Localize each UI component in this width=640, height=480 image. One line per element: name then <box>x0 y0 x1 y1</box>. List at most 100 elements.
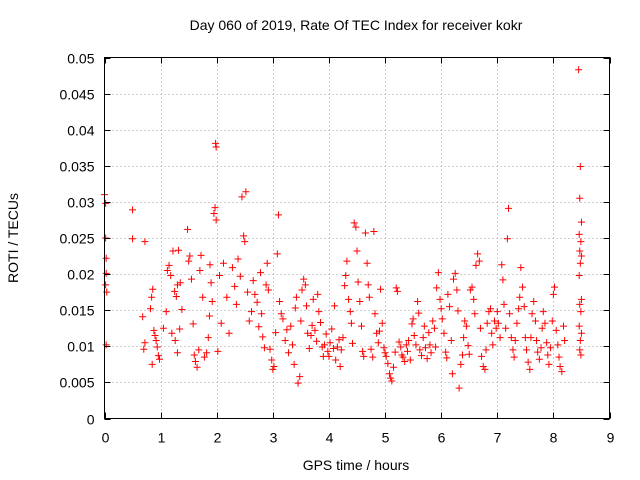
data-point <box>453 286 461 294</box>
data-point <box>129 235 137 243</box>
data-point <box>576 194 584 202</box>
data-point <box>139 313 147 321</box>
data-point <box>162 308 170 316</box>
data-point <box>352 223 360 231</box>
data-point <box>347 319 355 327</box>
data-point <box>335 336 343 344</box>
data-point <box>129 206 137 214</box>
data-point <box>354 278 362 286</box>
data-point <box>270 363 278 371</box>
data-point <box>256 269 264 277</box>
data-point <box>169 247 177 255</box>
y-tick-label: 0.045 <box>59 87 94 103</box>
data-point <box>510 353 518 361</box>
data-point <box>513 319 521 327</box>
data-point <box>499 276 507 284</box>
data-point <box>303 302 310 310</box>
data-point <box>401 357 409 365</box>
data-point <box>102 341 110 349</box>
data-point <box>378 319 386 327</box>
data-point <box>150 326 158 334</box>
data-point <box>361 229 369 237</box>
data-point <box>171 337 179 345</box>
data-point <box>292 293 300 301</box>
data-point <box>297 317 305 325</box>
data-point <box>399 353 407 361</box>
data-point <box>414 298 422 306</box>
data-point <box>216 272 224 280</box>
data-point <box>190 351 198 359</box>
x-tick-label: 0 <box>102 430 110 446</box>
data-point <box>274 211 282 219</box>
data-point <box>380 344 388 352</box>
data-point <box>269 365 277 373</box>
data-point <box>538 324 546 332</box>
data-point <box>276 298 284 306</box>
data-point <box>397 343 405 351</box>
data-point <box>402 341 410 349</box>
data-point <box>577 238 585 246</box>
data-point <box>301 281 309 289</box>
data-point <box>141 238 149 246</box>
data-point <box>527 334 535 342</box>
data-point <box>285 349 293 357</box>
data-point <box>436 295 444 303</box>
data-point <box>200 353 208 361</box>
data-point <box>204 334 212 342</box>
data-point <box>558 368 566 376</box>
data-point <box>434 269 442 277</box>
data-point <box>152 337 160 345</box>
data-point <box>367 345 375 353</box>
data-point <box>485 308 493 316</box>
data-point <box>294 379 302 387</box>
data-point <box>251 290 259 298</box>
data-point <box>176 325 184 333</box>
data-point <box>288 341 296 349</box>
data-point <box>450 275 458 283</box>
data-point <box>444 290 452 298</box>
data-point <box>391 348 399 356</box>
data-point <box>561 337 569 345</box>
data-point <box>208 298 216 306</box>
data-point <box>196 266 204 274</box>
data-point <box>549 290 557 298</box>
data-point <box>382 352 390 360</box>
data-point <box>186 252 194 260</box>
data-point <box>483 319 491 327</box>
data-point <box>433 284 441 292</box>
data-point <box>520 303 528 311</box>
data-point <box>151 331 159 339</box>
data-point <box>577 329 585 337</box>
data-point <box>375 327 383 335</box>
data-point <box>526 365 534 373</box>
data-point <box>102 199 110 207</box>
data-point <box>556 363 564 371</box>
data-point <box>474 250 482 258</box>
x-tick-label: 2 <box>214 430 222 446</box>
data-point <box>353 247 361 255</box>
data-point <box>575 66 583 74</box>
data-point <box>408 320 416 328</box>
data-point <box>448 370 456 378</box>
data-point <box>430 324 438 332</box>
data-point <box>307 331 315 339</box>
data-point <box>369 353 377 361</box>
data-point <box>217 319 225 327</box>
data-point <box>416 346 424 354</box>
data-point <box>371 310 379 318</box>
y-tick-label: 0.025 <box>59 231 94 247</box>
data-point <box>178 305 186 313</box>
data-point <box>528 310 536 318</box>
x-tick-label: 9 <box>607 430 615 446</box>
x-tick-label: 1 <box>158 430 166 446</box>
data-point <box>364 281 372 289</box>
data-point <box>446 303 454 311</box>
y-tick-label: 0.02 <box>67 267 94 283</box>
data-point <box>148 360 156 368</box>
data-point <box>492 324 500 332</box>
data-point <box>443 354 451 362</box>
data-point <box>522 346 530 354</box>
data-point <box>171 287 179 295</box>
chart-title: Day 060 of 2019, Rate Of TEC Index for r… <box>190 17 523 33</box>
data-point <box>577 351 585 359</box>
